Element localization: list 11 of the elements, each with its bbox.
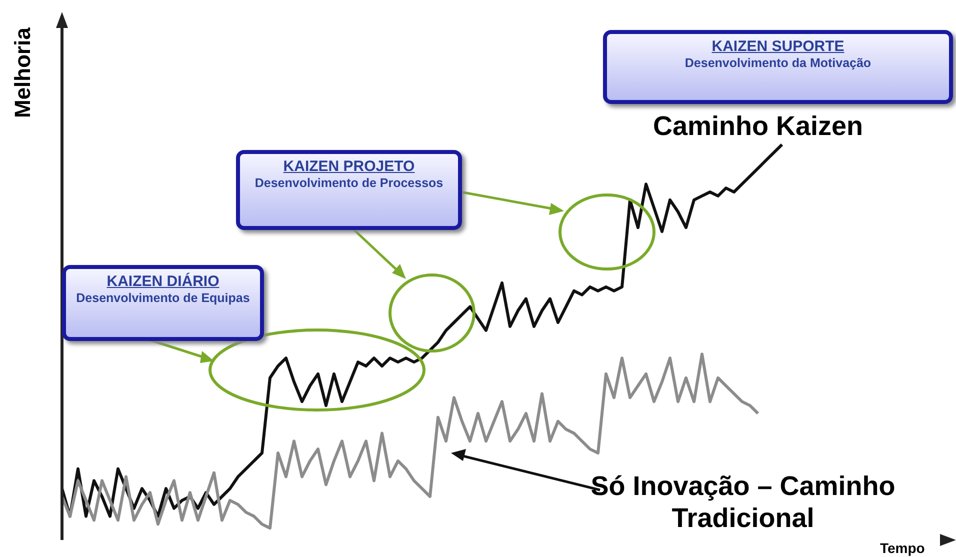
y-axis-title: Melhoria xyxy=(10,28,36,118)
series-label: Só Inovação – Caminho Tradicional xyxy=(590,470,896,534)
annotation: Desenvolvimento de Equipas xyxy=(75,290,251,306)
label-box: KAIZEN PROJETO Desenvolvimento de Processos xyxy=(236,150,462,230)
text: Tempo xyxy=(880,540,925,556)
annotation: Desenvolvimento de Processos xyxy=(254,175,444,191)
label-box: KAIZEN DIÁRIO Desenvolvimento de Equipas xyxy=(62,265,264,341)
label-box: KAIZEN SUPORTE Desenvolvimento da Motivação xyxy=(603,30,953,104)
annotation: KAIZEN PROJETO xyxy=(282,158,416,175)
annotation: KAIZEN DIÁRIO xyxy=(106,273,220,290)
series-label: Caminho Kaizen xyxy=(653,111,864,142)
